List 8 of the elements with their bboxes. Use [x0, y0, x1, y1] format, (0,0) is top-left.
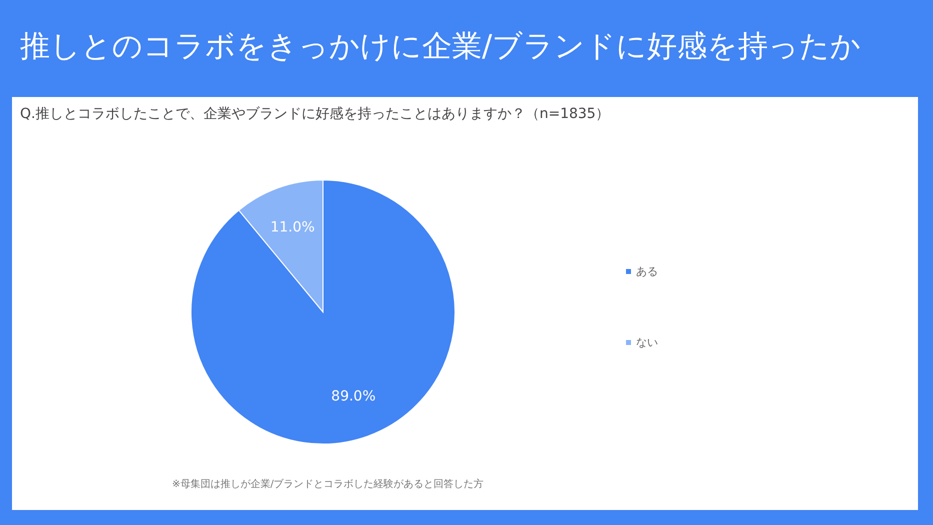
- data-label: 11.0%: [270, 220, 315, 236]
- legend-label: ない: [636, 335, 658, 350]
- data-label: 89.0%: [331, 388, 376, 404]
- text: ※母集団は推しが企業/ブランドとコラボした経験があると回答した方: [172, 478, 484, 491]
- chart-subtitle: Q.推しとコラボしたことで、企業やブランドに好感を持ったことはありますか？（n=1835）: [20, 105, 610, 123]
- pie-slice: [190, 180, 456, 444]
- chart-title: 推しとのコラボをきっかけに企業/ブランドに好感を持ったか: [20, 28, 862, 66]
- legend-label: ある: [636, 264, 658, 279]
